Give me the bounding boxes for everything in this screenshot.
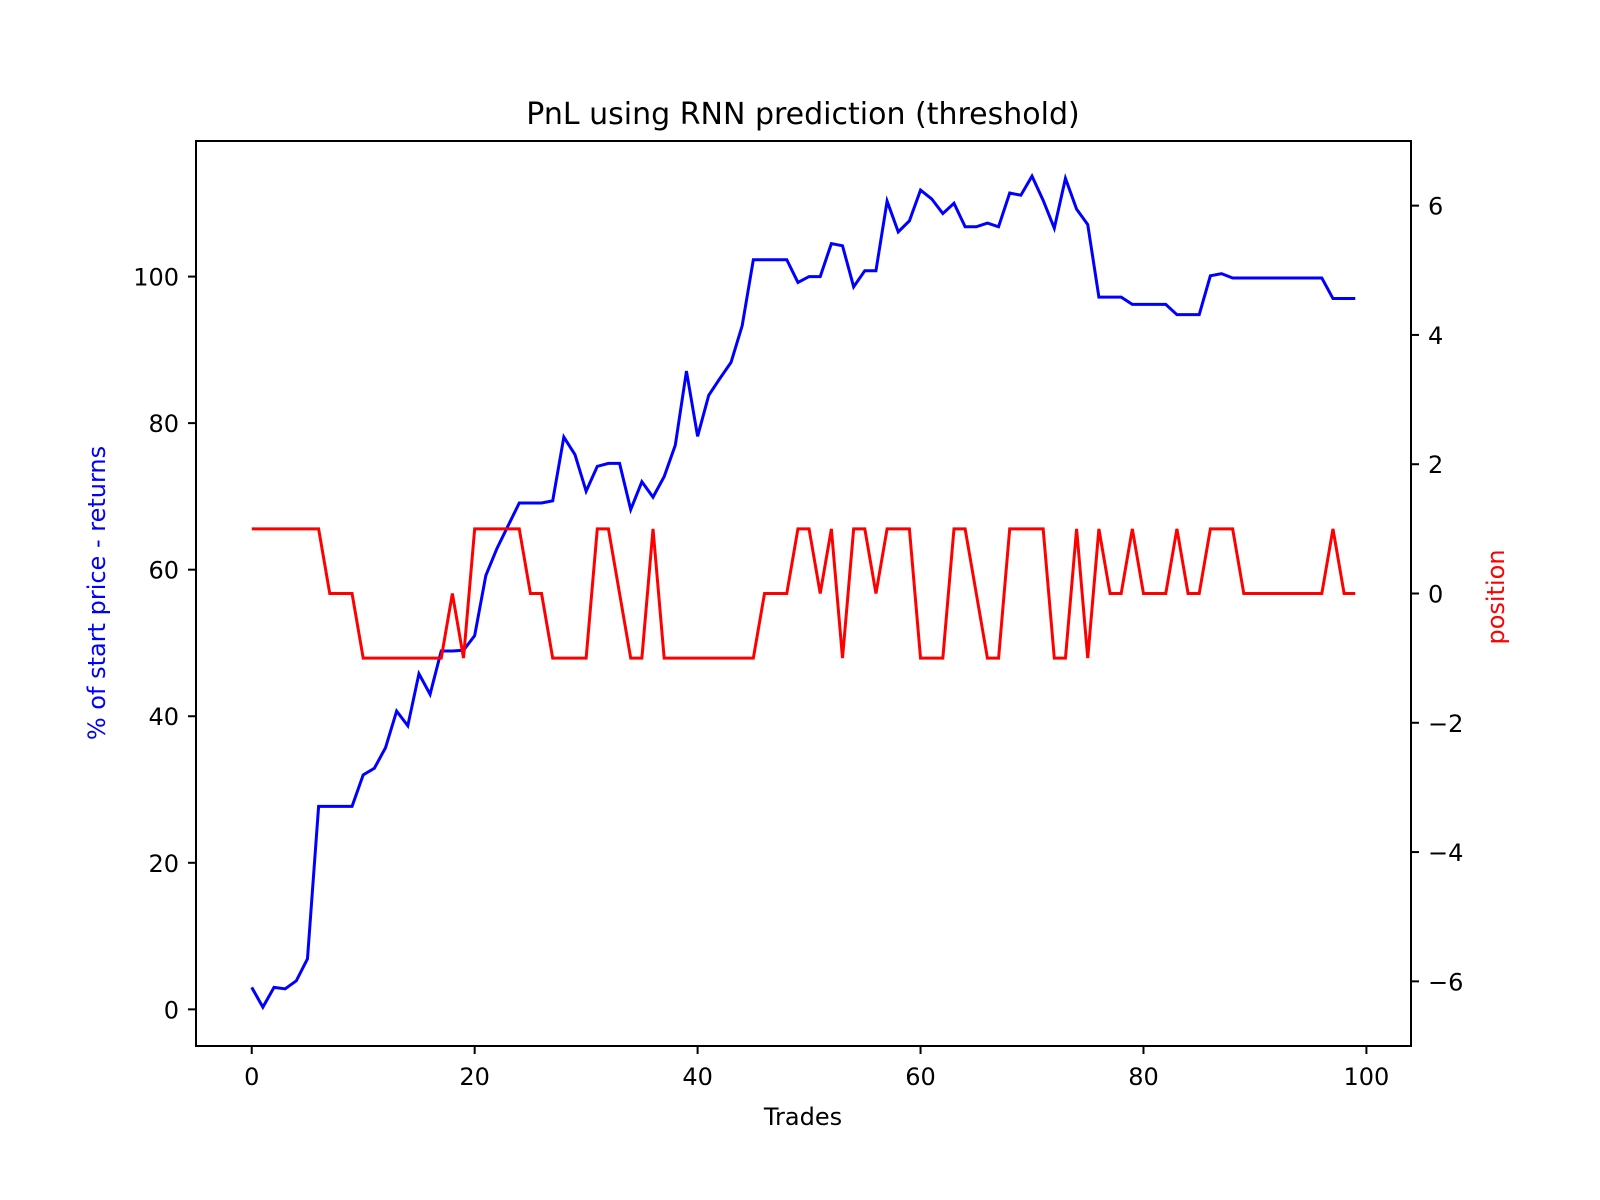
right-tick-label: −2 xyxy=(1428,710,1463,738)
right-tick-label: 6 xyxy=(1428,193,1443,221)
left-tick-label: 40 xyxy=(148,703,179,731)
position-series-line xyxy=(251,527,1356,660)
x-tick-label: 20 xyxy=(459,1063,490,1091)
right-tick-label: 2 xyxy=(1428,451,1443,479)
left-tick-label: 0 xyxy=(164,996,179,1024)
right-tick-label: −4 xyxy=(1428,839,1463,867)
right-tick-label: −6 xyxy=(1428,968,1463,996)
left-tick-label: 60 xyxy=(148,557,179,585)
returns-series-line xyxy=(250,172,1356,1011)
right-axis-ticks: −6 −4 −2 0 2 4 6 xyxy=(1411,193,1463,996)
right-axis-label: position xyxy=(1482,549,1510,644)
x-tick-label: 60 xyxy=(905,1063,936,1091)
left-axis-ticks: 0 20 40 60 80 100 xyxy=(133,264,196,1024)
right-tick-label: 0 xyxy=(1428,581,1443,609)
x-axis-ticks: 0 20 40 60 80 100 xyxy=(244,1046,1389,1091)
x-axis-label: Trades xyxy=(763,1103,842,1131)
x-tick-label: 80 xyxy=(1128,1063,1159,1091)
right-tick-label: 4 xyxy=(1428,322,1443,350)
x-tick-label: 100 xyxy=(1344,1063,1390,1091)
left-tick-label: 100 xyxy=(133,264,179,292)
x-tick-label: 40 xyxy=(682,1063,713,1091)
chart-title: PnL using RNN prediction (threshold) xyxy=(526,97,1079,132)
left-tick-label: 20 xyxy=(148,850,179,878)
series-layer xyxy=(250,172,1356,1011)
x-tick-label: 0 xyxy=(244,1063,259,1091)
left-axis-label: % of start price - returns xyxy=(83,446,111,740)
left-tick-label: 80 xyxy=(148,410,179,438)
